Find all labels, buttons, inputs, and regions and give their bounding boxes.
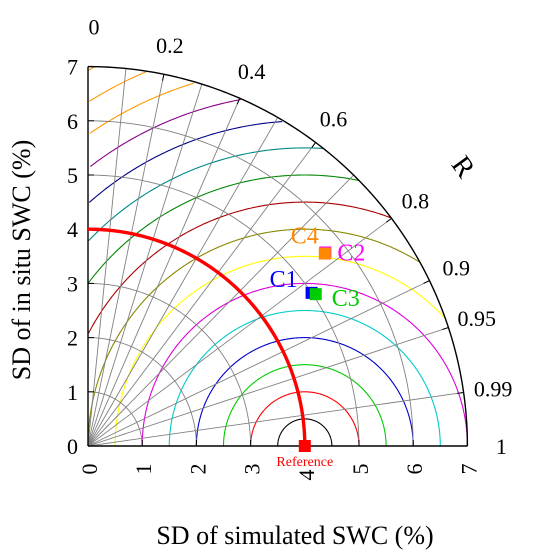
point-label-c3: C3 <box>332 286 360 312</box>
correlation-tick-label: 0.9 <box>443 256 471 281</box>
reference-arc-group: Reference <box>87 227 333 470</box>
y-tick-label: 7 <box>67 55 78 80</box>
rmsd-contour <box>87 201 391 334</box>
correlation-tick-label: 0 <box>89 15 100 40</box>
sd-gridline <box>87 391 143 447</box>
correlation-tick <box>457 391 464 394</box>
correlation-tick <box>423 280 430 284</box>
correlation-gridline <box>87 142 317 447</box>
outer-arc <box>87 65 469 447</box>
x-tick-label: 2 <box>185 464 210 475</box>
rmsd-contour <box>168 309 441 447</box>
point-c4 <box>318 247 331 260</box>
point-c3 <box>309 288 322 301</box>
correlation-tick-label: 0.6 <box>320 107 348 132</box>
tick-labels: 001122334455667700.20.40.60.80.90.950.99… <box>67 15 512 481</box>
point-label-c1: C1 <box>270 267 298 293</box>
y-axis-label: SD of in situ SWC (%) <box>7 140 36 381</box>
point-label-c4: C4 <box>291 224 319 250</box>
correlation-tick-label: 0.8 <box>402 188 430 213</box>
correlation-tick <box>442 327 449 331</box>
data-points: C1 C2 C3 C4 <box>270 224 366 313</box>
rmsd-contour <box>87 174 359 284</box>
correlation-gridline <box>87 98 241 447</box>
correlation-gridline <box>87 83 203 447</box>
y-tick-label: 1 <box>67 380 78 405</box>
rmsd-contour <box>195 337 414 446</box>
axes <box>87 65 469 447</box>
rmsd-contour <box>88 147 324 242</box>
y-tick-label: 4 <box>67 217 78 242</box>
x-tick-label: 1 <box>131 464 156 475</box>
x-tick-label: 0 <box>77 464 102 475</box>
reference-label: Reference <box>276 455 333 470</box>
correlation-gridline <box>87 74 165 447</box>
sd-gridline <box>87 282 252 447</box>
sd-gridline <box>87 174 360 447</box>
y-tick-label: 0 <box>67 434 78 459</box>
correlation-gridline <box>87 218 392 447</box>
rmsd-contour <box>88 121 283 203</box>
correlation-tick-label: 0.4 <box>238 59 266 84</box>
x-tick-label: 3 <box>240 464 265 475</box>
x-tick-label: 6 <box>402 464 427 475</box>
correlation-gridline <box>87 68 127 447</box>
rmsd-contour <box>87 66 95 71</box>
y-tick-label: 2 <box>67 326 78 351</box>
rmsd-contour <box>87 228 420 447</box>
correlation-tick-label: 0.2 <box>156 33 184 58</box>
rmsd-contour <box>89 99 241 167</box>
y-tick-label: 6 <box>67 109 78 134</box>
sd-gridline <box>87 120 414 447</box>
reference-marker <box>298 440 311 452</box>
correlation-axis-label: R <box>445 150 481 184</box>
y-tick-label: 3 <box>67 271 78 296</box>
correlation-tick-label: 1 <box>496 434 507 459</box>
x-axis-label: SD of simulated SWC (%) <box>156 521 433 550</box>
correlation-tick-label: 0.99 <box>474 376 513 401</box>
correlation-tick <box>311 142 317 148</box>
sd-gridline <box>87 337 197 447</box>
rmsd-contours <box>87 66 468 447</box>
x-tick-label: 4 <box>294 470 319 481</box>
correlation-gridlines <box>87 68 464 447</box>
reference-arc <box>87 227 307 447</box>
rmsd-contour <box>89 82 195 134</box>
x-tick-label: 5 <box>348 464 373 475</box>
x-tick-label: 7 <box>456 464 481 475</box>
point-label-c2: C2 <box>337 240 365 266</box>
correlation-gridline <box>87 174 354 447</box>
sd-gridlines <box>87 120 414 447</box>
correlation-tick <box>386 217 392 223</box>
y-tick-label: 5 <box>67 163 78 188</box>
correlation-gridline <box>87 392 464 447</box>
correlation-gridline <box>87 117 279 447</box>
rmsd-contour <box>250 391 360 446</box>
correlation-gridline <box>87 280 430 447</box>
correlation-tick <box>236 98 241 105</box>
sd-gridline <box>87 228 306 447</box>
correlation-tick-label: 0.95 <box>457 306 496 331</box>
correlation-tick <box>162 74 165 81</box>
rmsd-contour <box>114 255 446 447</box>
rmsd-contour <box>89 71 147 102</box>
correlation-gridline <box>87 327 449 447</box>
